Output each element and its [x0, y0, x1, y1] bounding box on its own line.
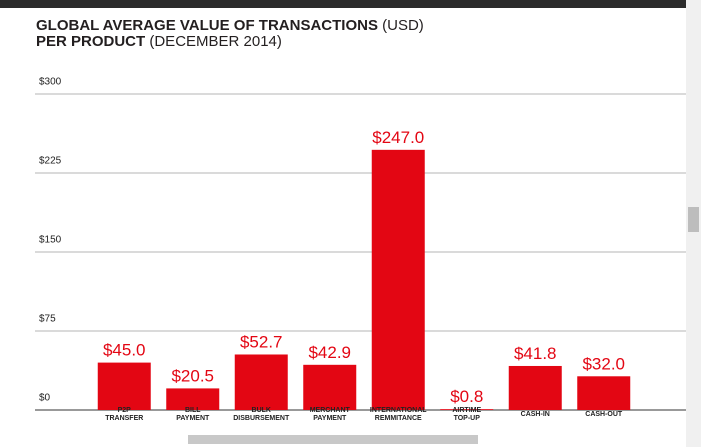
- x-tick-label: MERCHANT PAYMENT: [310, 407, 351, 422]
- bar: [508, 365, 562, 410]
- value-label: $45.0: [103, 341, 146, 360]
- x-tick-label: P2P TRANSFER: [105, 407, 143, 422]
- y-tick-label: $150: [39, 235, 62, 246]
- bar: [303, 364, 357, 410]
- y-tick-label: $75: [39, 314, 56, 325]
- horizontal-scrollbar[interactable]: [188, 435, 478, 444]
- x-tick-label: INTERNATIONAL REMMITANCE: [370, 407, 427, 422]
- y-tick-label: $300: [39, 77, 62, 88]
- viewer-toolbar: [0, 0, 686, 8]
- title-part: (USD): [378, 17, 424, 34]
- x-tick-label: CASH-OUT: [585, 411, 623, 418]
- value-label: $247.0: [372, 128, 424, 147]
- bar: [166, 388, 220, 410]
- title-part: (DECEMBER 2014): [145, 33, 282, 50]
- value-label: $0.8: [450, 387, 483, 406]
- x-tick-label: CASH-IN: [521, 411, 550, 418]
- value-label: $52.7: [240, 332, 283, 351]
- chart-title: PER PRODUCT (DECEMBER 2014): [36, 33, 282, 50]
- x-tick-label: AIRTIME TOP-UP: [452, 407, 481, 422]
- bar: [97, 362, 151, 410]
- y-tick-label: $225: [39, 156, 62, 167]
- y-tick-label: $0: [39, 393, 51, 404]
- value-label: $20.5: [171, 366, 214, 385]
- title-part: PER PRODUCT: [36, 33, 145, 50]
- bar: [234, 354, 288, 410]
- bar: [371, 149, 425, 410]
- bar: [440, 409, 494, 410]
- value-label: $32.0: [582, 354, 625, 373]
- value-label: $42.9: [308, 343, 351, 362]
- value-label: $41.8: [514, 344, 557, 363]
- bar: [577, 376, 631, 410]
- x-tick-label: BULK DISBURSEMENT: [233, 407, 290, 422]
- x-tick-label: BILL PAYMENT: [176, 407, 210, 422]
- chart-title: GLOBAL AVERAGE VALUE OF TRANSACTIONS (US…: [36, 17, 424, 34]
- scrollbar-thumb[interactable]: [688, 207, 699, 232]
- title-part: GLOBAL AVERAGE VALUE OF TRANSACTIONS: [36, 17, 378, 34]
